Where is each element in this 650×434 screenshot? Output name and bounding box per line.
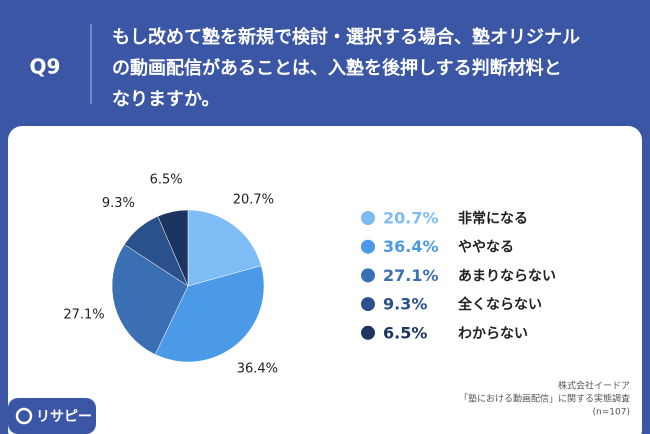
data-label: 27.1% <box>63 308 104 323</box>
legend-label: 全くならない <box>457 296 542 313</box>
source-line: (n=107) <box>593 408 630 418</box>
data-label: 36.4% <box>237 361 278 376</box>
legend-value: 27.1% <box>383 266 439 285</box>
title: もし改めて塾を新規で検討・選択する場合、塾オリジナルの動画配信があることは、入塾… <box>112 26 580 110</box>
legend-label: ややなる <box>458 240 514 256</box>
source-line: 株式会社イードア <box>558 380 630 392</box>
title-line: なりますか。 <box>112 89 220 110</box>
legend-swatch <box>361 239 375 254</box>
data-label: 6.5% <box>150 173 183 188</box>
legend-label: わからない <box>458 326 528 342</box>
pie: 20.7% 36.4% 27.1% 9.3% 6.5% <box>63 173 278 377</box>
legend-value: 20.7% <box>383 209 439 228</box>
question-number: Q9 <box>30 55 61 79</box>
title-line: の動画配信があることは、入塾を後押しする判断材料と <box>112 57 562 79</box>
legend-swatch <box>361 325 375 340</box>
data-label: 20.7% <box>233 193 274 208</box>
pie-slice <box>154 265 265 363</box>
legend-swatch <box>361 268 375 283</box>
legend-value: 6.5% <box>383 323 427 342</box>
legend-label: 非常になる <box>458 210 528 227</box>
legend-value: 9.3% <box>383 295 427 314</box>
logo: リサピー <box>36 409 92 425</box>
logo-icon <box>15 407 33 425</box>
source: 株式会社イードア「塾における動画配信」に関する実態調査 (n=107) <box>459 380 630 418</box>
legend-label: あまりならない <box>458 268 556 284</box>
legend: 20.7% 非常になる 36.4% ややなる 27.1% あまりならない 9.3% 全くならな… <box>361 209 556 342</box>
pie-slice <box>157 209 189 287</box>
legend-value: 36.4% <box>383 237 439 256</box>
source-line: 「塾における動画配信」に関する実態調査 <box>459 393 630 405</box>
title-line: もし改めて塾を新規で検討・選択する場合、塾オリジナル <box>112 26 580 48</box>
data-label: 9.3% <box>102 196 135 211</box>
pie-slice <box>187 209 262 287</box>
legend-swatch <box>361 297 375 312</box>
pie-slice <box>111 244 189 355</box>
logo-badge <box>8 398 96 434</box>
legend-swatch <box>361 211 375 225</box>
